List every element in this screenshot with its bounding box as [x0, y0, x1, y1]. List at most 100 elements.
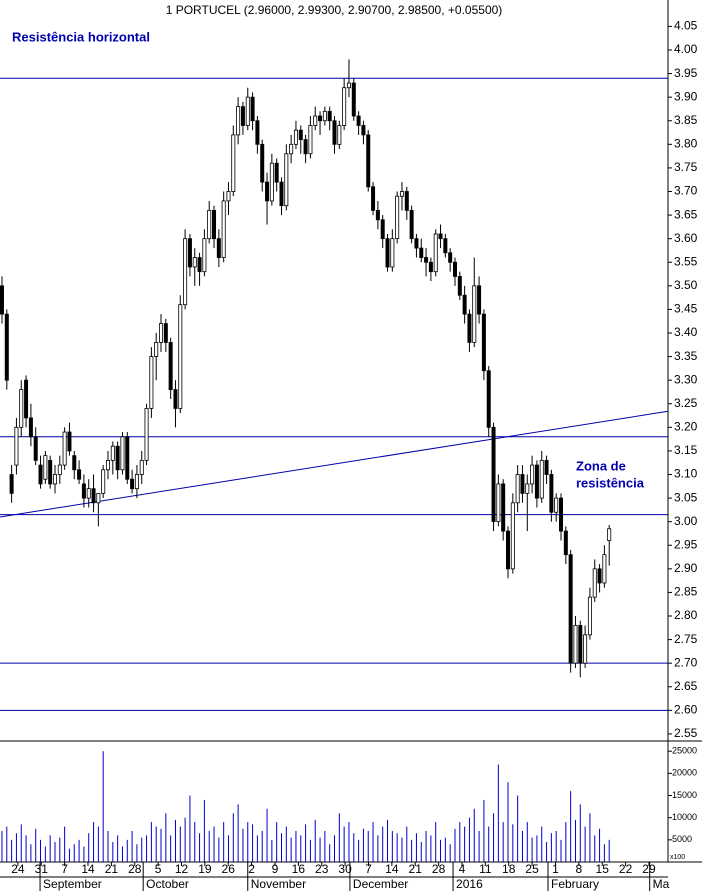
candle-body [91, 488, 96, 504]
candle-body [38, 464, 43, 485]
candle-body [192, 257, 197, 268]
candle-body [520, 474, 525, 494]
candle-body [467, 313, 472, 343]
month-label: 2016 [456, 877, 483, 891]
candle-body [385, 238, 390, 268]
y-tick-label: 3.65 [674, 207, 698, 221]
candle-body [530, 464, 535, 485]
candle-body [48, 459, 53, 485]
candle-body [231, 134, 236, 192]
candle-body [443, 238, 448, 254]
candle-body [351, 82, 356, 117]
candle-body [472, 285, 477, 343]
y-tick-label: 15000 [672, 790, 697, 800]
x-tick-label: 30 [338, 862, 352, 876]
x-tick-label: 14 [385, 862, 399, 876]
x-tick-label: 23 [315, 862, 329, 876]
candle-body [289, 143, 294, 155]
candle-body [187, 238, 192, 268]
x-tick-label: 8 [575, 862, 582, 876]
y-tick-label: 3.80 [674, 137, 698, 151]
candle-body [106, 459, 111, 471]
candle-body [101, 469, 106, 494]
x-tick-label: 26 [222, 862, 236, 876]
y-tick-label: 3.45 [674, 302, 698, 316]
candle-body [380, 219, 385, 240]
candle-body [0, 285, 4, 315]
candle-body [568, 554, 573, 664]
candle-body [424, 257, 429, 263]
x-tick-label: 4 [459, 862, 466, 876]
y-tick-label: 3.20 [674, 420, 698, 434]
candle-body [163, 323, 168, 343]
candle-body [260, 143, 265, 183]
candle-body [525, 483, 530, 494]
candle-body [144, 408, 149, 461]
annotation: Zona de [576, 458, 626, 473]
candle-body [602, 554, 607, 584]
candle-body [178, 304, 183, 409]
candle-body [395, 195, 400, 240]
y-tick-label: 2.70 [674, 655, 698, 669]
chart-title: 1 PORTUCEL (2.96000, 2.99300, 2.90700, 2… [166, 3, 503, 17]
candle-body [462, 294, 467, 315]
candle-body [366, 134, 371, 188]
candle-body [496, 483, 501, 523]
candle-body [597, 568, 602, 584]
candle-body [587, 596, 592, 636]
candle-body [491, 426, 496, 523]
candle-body [505, 530, 510, 570]
y-tick-label: 4.00 [674, 42, 698, 56]
candle-body [43, 455, 48, 480]
x-tick-label: 15 [596, 862, 610, 876]
x-tick-label: 21 [105, 862, 119, 876]
candle-body [77, 469, 82, 480]
x-tick-label: 19 [198, 862, 212, 876]
candle-body [346, 82, 351, 89]
y-tick-label: 3.50 [674, 278, 698, 292]
x-tick-label: 9 [272, 862, 279, 876]
y-tick-label: 3.90 [674, 89, 698, 103]
x-tick-label: 2 [248, 862, 255, 876]
candle-body [274, 162, 279, 183]
candle-body [433, 233, 438, 273]
candle-body [332, 120, 337, 145]
x-tick-label: 18 [502, 862, 516, 876]
x-tick-label: 29 [642, 862, 656, 876]
candle-body [481, 313, 486, 372]
candle-body [448, 252, 453, 263]
candle-body [62, 431, 67, 466]
y-tick-label: 3.25 [674, 396, 698, 410]
candle-body [559, 497, 564, 532]
candle-body [250, 96, 255, 122]
y-tick-label: 2.85 [674, 585, 698, 599]
candle-body [120, 436, 125, 471]
candle-body [452, 261, 457, 277]
candle-body [457, 276, 462, 296]
unit-label: x100 [670, 854, 685, 861]
candle-body [409, 209, 414, 240]
candle-body [33, 436, 38, 461]
candle-body [534, 464, 539, 499]
candle-body [293, 129, 298, 145]
candle-body [183, 238, 188, 306]
trend-line [0, 410, 669, 518]
candle-body [298, 129, 303, 141]
candle-body [226, 191, 231, 202]
candle-body [419, 247, 424, 258]
candle-body [212, 209, 217, 240]
candle-body [486, 370, 491, 428]
x-tick-label: 31 [35, 862, 49, 876]
candle-body [414, 238, 419, 249]
candle-body [539, 459, 544, 499]
candle-body [168, 342, 173, 391]
x-tick-label: 24 [11, 862, 25, 876]
x-tick-label: 7 [365, 862, 372, 876]
candle-body [284, 153, 289, 207]
y-tick-label: 2.65 [674, 679, 698, 693]
candle-body [583, 634, 588, 664]
x-tick-label: 28 [128, 862, 142, 876]
candle-body [501, 483, 506, 532]
annotation: Resistência horizontal [12, 29, 150, 44]
